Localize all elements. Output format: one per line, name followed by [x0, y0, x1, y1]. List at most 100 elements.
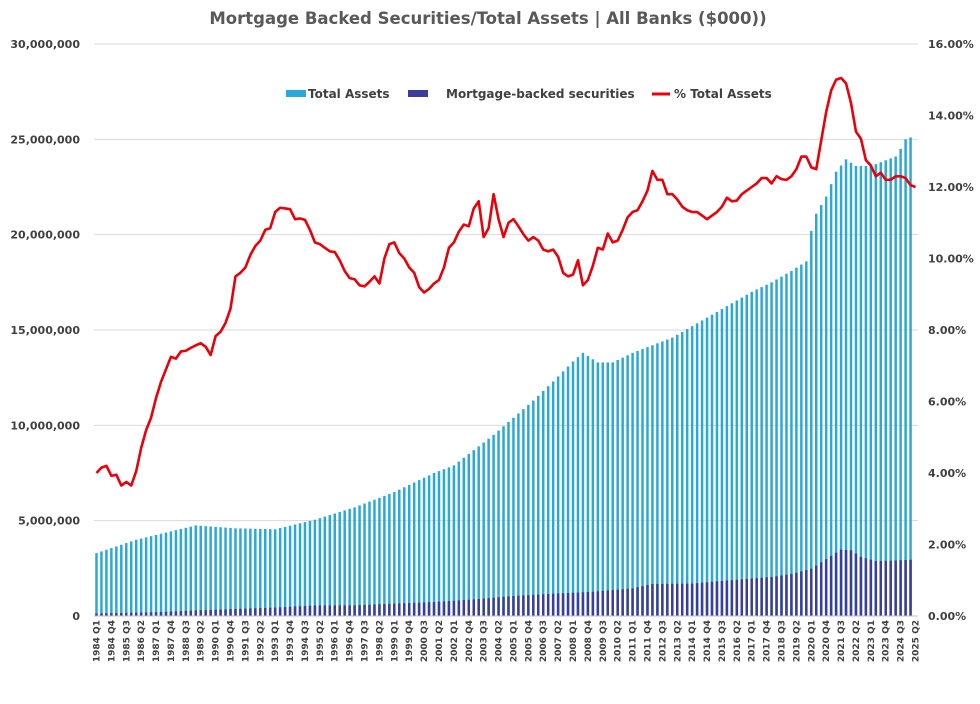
total-assets-bar	[462, 457, 466, 616]
x-tick-label: 2018 Q3	[777, 620, 787, 662]
total-assets-bar	[264, 529, 267, 616]
legend-label: Total Assets	[308, 87, 390, 101]
mbs-bar	[477, 598, 480, 616]
mbs-bar	[611, 590, 614, 616]
mbs-bar	[894, 560, 897, 616]
total-assets-bar	[239, 528, 242, 616]
mbs-bar	[829, 555, 833, 616]
total-assets-bar	[174, 530, 178, 616]
x-axis: 1984 Q1 1984 Q4 1985 Q3 1986 Q2 1987 Q1 1987 …	[92, 615, 922, 662]
total-assets-bar	[313, 519, 317, 616]
y-tick-label-right: 16.00%	[928, 38, 974, 51]
x-tick-label: 2005 Q4	[524, 620, 534, 662]
total-assets-bar	[527, 404, 530, 616]
mbs-bar	[368, 604, 371, 616]
mbs-bar	[234, 608, 237, 616]
x-tick-label: 1994 Q3	[301, 620, 311, 662]
mbs-bar	[487, 598, 490, 616]
total-assets-bar	[447, 467, 451, 616]
y-tick-label-left: 5,000,000	[18, 515, 80, 528]
mbs-bar	[626, 588, 629, 616]
x-tick-label: 2009 Q3	[599, 620, 609, 662]
mbs-bar	[685, 583, 689, 616]
total-assets-bar	[656, 343, 659, 616]
mbs-bar	[144, 612, 148, 616]
total-assets-bar	[487, 438, 490, 616]
mbs-bar	[661, 583, 664, 616]
mbs-bar	[417, 602, 421, 616]
mbs-bar	[100, 613, 103, 616]
mbs-bar	[154, 612, 158, 616]
total-assets-bar	[695, 323, 699, 616]
total-assets-bar	[452, 465, 456, 616]
total-assets-bar	[105, 549, 108, 616]
mbs-bar	[348, 605, 351, 616]
total-assets-bar	[879, 162, 883, 617]
mbs-bar	[343, 605, 346, 616]
mbs-bar	[715, 581, 719, 616]
total-assets-bar	[482, 442, 485, 616]
total-assets-bar	[497, 430, 500, 616]
total-assets-bar	[646, 347, 649, 616]
mbs-bar	[631, 588, 634, 616]
total-assets-bar	[770, 282, 773, 616]
total-assets-bar	[725, 306, 729, 616]
mbs-bar	[278, 607, 282, 616]
total-assets-bar	[800, 264, 803, 616]
mbs-bar	[378, 604, 381, 616]
total-assets-bar	[810, 230, 813, 616]
total-assets-bar	[641, 349, 644, 616]
x-tick-label: 2022 Q2	[852, 620, 862, 662]
mbs-bar	[422, 602, 426, 616]
total-assets-bar	[720, 309, 724, 616]
total-assets-bar	[502, 426, 505, 616]
total-assets-bar	[904, 139, 907, 617]
mbs-bar	[566, 592, 570, 616]
mbs-bar	[680, 583, 684, 616]
total-assets-bar	[154, 534, 158, 616]
total-assets-bar	[740, 297, 744, 616]
mbs-bar	[800, 571, 803, 616]
mbs-bar	[129, 612, 133, 616]
total-assets-bar	[368, 501, 371, 616]
x-tick-label: 2004 Q2	[495, 620, 505, 662]
x-tick-label: 1993 Q4	[286, 620, 296, 662]
mbs-bar	[641, 586, 644, 616]
total-assets-bar	[765, 284, 768, 616]
total-assets-bar	[472, 450, 475, 616]
mbs-bar	[770, 576, 773, 616]
total-assets-bar	[710, 314, 714, 616]
x-tick-label: 2017 Q1	[748, 620, 758, 662]
mbs-bar	[209, 609, 212, 616]
x-tick-label: 2002 Q4	[465, 620, 475, 662]
total-assets-bar	[278, 528, 282, 616]
mbs-bar	[358, 605, 361, 616]
total-assets-bar	[457, 461, 461, 616]
total-assets-bar	[864, 166, 868, 616]
mbs-bar	[288, 606, 292, 616]
total-assets-bar	[219, 527, 222, 616]
mbs-bar	[308, 605, 312, 616]
total-assets-bar	[234, 528, 237, 616]
total-assets-bar	[323, 516, 327, 616]
mbs-bar	[810, 568, 813, 616]
mbs-bar	[755, 578, 758, 616]
mbs-bar	[120, 612, 123, 616]
mbs-bar	[839, 549, 843, 616]
x-tick-label: 1987 Q4	[167, 620, 177, 662]
total-assets-bar	[676, 334, 679, 616]
mbs-bar	[790, 574, 793, 616]
total-assets-bar	[194, 525, 197, 616]
total-assets-bar	[750, 291, 753, 616]
total-assets-bar	[551, 381, 555, 616]
total-assets-bar	[115, 546, 118, 616]
total-assets-bar	[839, 165, 843, 617]
x-tick-label: 1999 Q1	[390, 620, 400, 662]
legend-label: Mortgage-backed securities	[446, 87, 635, 101]
x-tick-label: 2002 Q1	[450, 620, 460, 662]
total-assets-bar	[666, 339, 669, 616]
mbs-bar	[522, 595, 525, 616]
mbs-bar	[333, 605, 336, 616]
mbs-bar	[656, 583, 659, 616]
total-assets-bar	[328, 515, 332, 616]
